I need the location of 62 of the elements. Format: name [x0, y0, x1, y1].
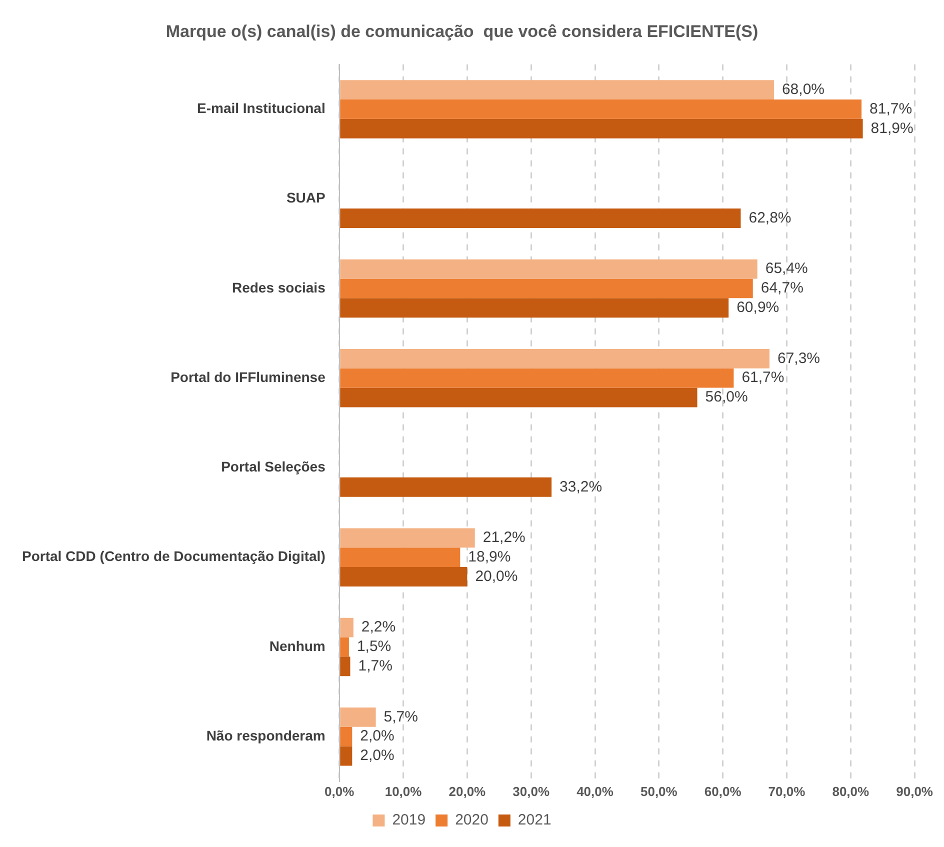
data-label: 1,5% — [356, 638, 392, 656]
bar — [340, 208, 741, 228]
bar — [340, 368, 734, 388]
x-tick-label: 50,0% — [640, 784, 678, 799]
data-label: 64,7% — [760, 280, 804, 297]
data-label: 61,7% — [742, 369, 784, 386]
data-label: 2,0% — [360, 728, 394, 745]
data-label: 81,9% — [870, 120, 914, 137]
bar — [340, 707, 376, 727]
bar — [340, 259, 758, 279]
bar — [340, 567, 468, 586]
x-tick-label: 40,0% — [576, 784, 614, 799]
x-tick-label: 70,0% — [768, 784, 806, 799]
data-label: 62,8% — [748, 209, 792, 226]
bar — [340, 477, 552, 497]
data-label: 67,3% — [777, 350, 820, 367]
x-tick-label: 30,0% — [512, 784, 550, 799]
chart-title: Marque o(s) canal(is) de comunicação que você considera EFICIENTE(S) — [166, 22, 758, 41]
x-tick-label: 90,0% — [896, 784, 934, 799]
data-label: 33,2% — [560, 478, 602, 496]
x-tick-label: 0,0% — [324, 784, 355, 799]
bar — [340, 528, 475, 548]
data-label: 56,0% — [705, 388, 748, 406]
bar — [340, 388, 698, 408]
bar — [340, 80, 774, 100]
data-label: 20,0% — [475, 568, 518, 585]
data-label: 2,0% — [360, 747, 394, 764]
y-tick-label: Não responderam — [206, 727, 326, 744]
data-label: 68,0% — [782, 80, 825, 98]
bar — [340, 100, 862, 119]
bar — [340, 746, 352, 766]
y-tick-label: Portal CDD (Centro de Documentação Digital) — [22, 548, 326, 564]
y-tick-label: Portal do IFFluminense — [170, 368, 326, 385]
x-tick-label: 60,0% — [704, 784, 742, 799]
data-label: 5,7% — [384, 708, 418, 726]
y-tick-label: Redes sociais — [232, 279, 326, 296]
data-label: 21,2% — [482, 529, 526, 546]
x-tick-label: 80,0% — [832, 784, 870, 799]
data-label: 81,7% — [870, 100, 912, 118]
x-tick-label: 20,0% — [448, 784, 486, 799]
bar — [340, 348, 770, 368]
y-tick-label: Portal Seleções — [221, 458, 326, 475]
bar — [340, 118, 863, 138]
data-label: 60,9% — [736, 299, 780, 316]
bar — [340, 656, 350, 676]
data-label: 1,7% — [358, 658, 392, 675]
bar — [340, 548, 460, 568]
legend-label: 2020 — [455, 812, 488, 829]
data-label: 65,4% — [765, 260, 808, 278]
x-tick-label: 10,0% — [384, 784, 422, 799]
bar — [340, 298, 729, 318]
y-tick-label: Nenhum — [269, 638, 326, 654]
legend-label: 2019 — [392, 812, 426, 829]
y-tick-label: E-mail Institucional — [197, 100, 326, 116]
y-tick-label: SUAP — [286, 190, 326, 206]
bar — [340, 726, 352, 746]
bar — [340, 637, 349, 657]
legend-label: 2021 — [518, 812, 552, 829]
bar — [340, 278, 753, 298]
data-label: 2,2% — [361, 618, 396, 636]
data-label: 18,9% — [468, 548, 511, 566]
bar — [340, 618, 354, 638]
